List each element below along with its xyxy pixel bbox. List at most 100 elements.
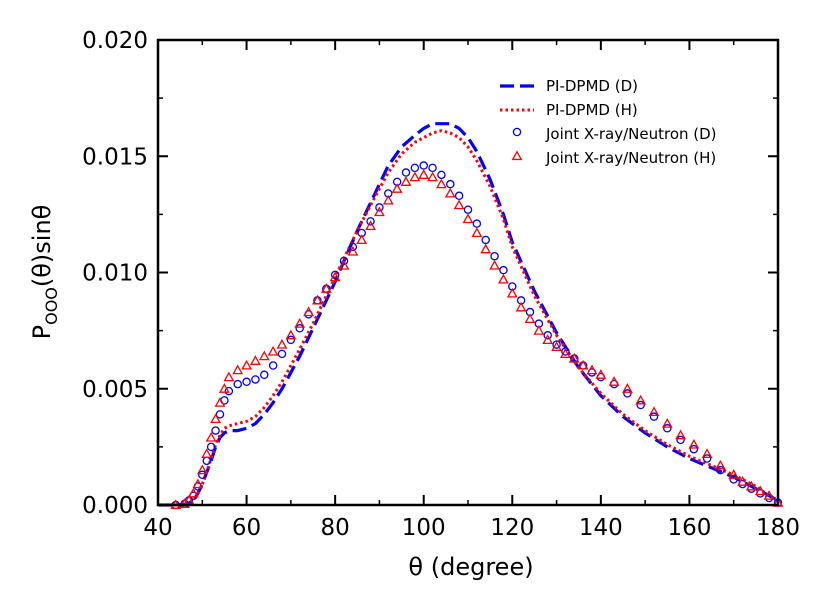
series-4-point-37 bbox=[453, 199, 465, 210]
series-3-point-40 bbox=[481, 235, 490, 245]
x-tick-label-6: 160 bbox=[667, 515, 711, 541]
series-4-point-10 bbox=[218, 383, 230, 393]
series-line-1 bbox=[158, 122, 779, 507]
series-3-point-9 bbox=[215, 410, 225, 419]
series-4-point-57 bbox=[648, 406, 660, 417]
series-4-point-20 bbox=[303, 306, 315, 317]
series-4-point-22 bbox=[320, 283, 332, 293]
series-4-point-41 bbox=[489, 259, 501, 270]
y-tick-label-1: 0.005 bbox=[82, 377, 148, 403]
series-3-point-55 bbox=[623, 389, 632, 398]
series-3-point-27 bbox=[366, 217, 375, 226]
series-4-point-40 bbox=[480, 243, 492, 254]
series-4-point-28 bbox=[373, 206, 385, 217]
series-4-point-49 bbox=[559, 348, 571, 358]
legend-label-3: Joint X-ray/Neutron (D) bbox=[545, 125, 717, 143]
legend-label-2: PI-DPMD (H) bbox=[546, 101, 638, 119]
x-axis-label: θ (degree) bbox=[408, 553, 533, 581]
series-3-point-41 bbox=[490, 251, 499, 261]
y-axis-label: POOO(θ)sinθ bbox=[28, 205, 61, 340]
series-4-point-58 bbox=[661, 417, 673, 428]
series-4-point-33 bbox=[418, 169, 430, 179]
y-tick-label-0: 0.000 bbox=[82, 493, 148, 519]
series-3-point-33 bbox=[419, 161, 428, 170]
y-axis-label-main: P bbox=[28, 325, 56, 339]
series-3-point-12 bbox=[233, 379, 242, 389]
series-3-point-23 bbox=[330, 270, 340, 280]
series-4-point-67 bbox=[763, 490, 775, 500]
series-4-point-31 bbox=[400, 176, 412, 186]
x-tick-label-7: 180 bbox=[756, 515, 800, 541]
y-axis-label-suffix: (θ)sinθ bbox=[28, 205, 56, 287]
series-4-point-44 bbox=[515, 301, 527, 312]
x-tick-label-1: 60 bbox=[232, 515, 261, 541]
series-3-point-60 bbox=[689, 444, 699, 454]
series-4-point-3 bbox=[187, 487, 199, 498]
series-3-point-47 bbox=[543, 331, 552, 340]
series-4-point-34 bbox=[427, 171, 439, 182]
series-3-point-63 bbox=[729, 475, 738, 484]
series-4-point-53 bbox=[595, 369, 607, 379]
series-4-point-12 bbox=[232, 364, 244, 375]
axes: 40 60 80 100 120 140 160 180 0.000 0.005 0.010 0.01… bbox=[82, 28, 800, 541]
series-3-point-37 bbox=[454, 191, 464, 201]
series-4-point-55 bbox=[621, 383, 633, 393]
series-4-point-62 bbox=[714, 459, 726, 470]
series-3-point-16 bbox=[268, 361, 278, 370]
series-4-point-38 bbox=[462, 213, 474, 224]
series-4-point-26 bbox=[356, 234, 368, 245]
series-4-point-30 bbox=[391, 183, 403, 193]
series-4-point-13 bbox=[241, 359, 253, 370]
x-tick-label-2: 80 bbox=[321, 515, 350, 541]
series-4-point-61 bbox=[701, 448, 713, 458]
series-4-point-54 bbox=[608, 376, 620, 386]
series-4-point-64 bbox=[737, 476, 749, 486]
series-3-point-62 bbox=[716, 465, 725, 475]
series-3-point-31 bbox=[401, 168, 411, 177]
x-tick-label-5: 140 bbox=[579, 515, 623, 541]
series-3-point-13 bbox=[242, 377, 251, 387]
series-4-point-6 bbox=[201, 448, 213, 458]
legend-marker-3 bbox=[512, 127, 522, 137]
series-3-point-17 bbox=[277, 349, 287, 359]
series-3-point-8 bbox=[211, 426, 220, 435]
series-3-point-42 bbox=[499, 265, 508, 275]
series-3-point-15 bbox=[260, 370, 269, 380]
series-4-point-36 bbox=[444, 187, 456, 198]
series-3-point-7 bbox=[206, 442, 216, 452]
series-4-point-11 bbox=[223, 371, 235, 382]
series-3-point-5 bbox=[198, 470, 207, 480]
legend-marker-4 bbox=[511, 150, 523, 161]
series-3-point-48 bbox=[552, 340, 561, 349]
series-4-point-63 bbox=[728, 469, 740, 479]
series-4-point-18 bbox=[285, 329, 297, 340]
series-4-point-52 bbox=[586, 364, 598, 375]
y-tick-label-2: 0.010 bbox=[82, 261, 148, 287]
series-4-point-9 bbox=[214, 397, 226, 407]
series-3-point-56 bbox=[636, 400, 645, 410]
series-4-point-35 bbox=[435, 178, 447, 189]
series-4-point-43 bbox=[506, 287, 518, 298]
series-4-point-39 bbox=[471, 227, 483, 238]
series-3-point-36 bbox=[446, 179, 455, 189]
series-4-point-65 bbox=[745, 480, 757, 491]
y-tick-label-4: 0.020 bbox=[82, 28, 148, 54]
series-4-point-48 bbox=[551, 341, 563, 351]
series-4-point-21 bbox=[311, 294, 323, 305]
x-tick-label-4: 120 bbox=[490, 515, 534, 541]
series-4-point-16 bbox=[267, 345, 279, 356]
series-4-point-59 bbox=[675, 429, 687, 440]
x-tick-label-0: 40 bbox=[143, 515, 172, 541]
series-3-point-28 bbox=[375, 203, 384, 212]
series-3-point-25 bbox=[348, 242, 358, 252]
series-4-point-23 bbox=[329, 271, 341, 282]
series-3-point-49 bbox=[561, 347, 570, 356]
series-4-point-51 bbox=[577, 359, 589, 370]
series-4-point-25 bbox=[347, 245, 359, 256]
series-4-point-8 bbox=[210, 413, 222, 424]
series-4-point-4 bbox=[192, 478, 204, 489]
series-4-point-19 bbox=[294, 317, 306, 328]
series-3-point-14 bbox=[251, 375, 260, 384]
